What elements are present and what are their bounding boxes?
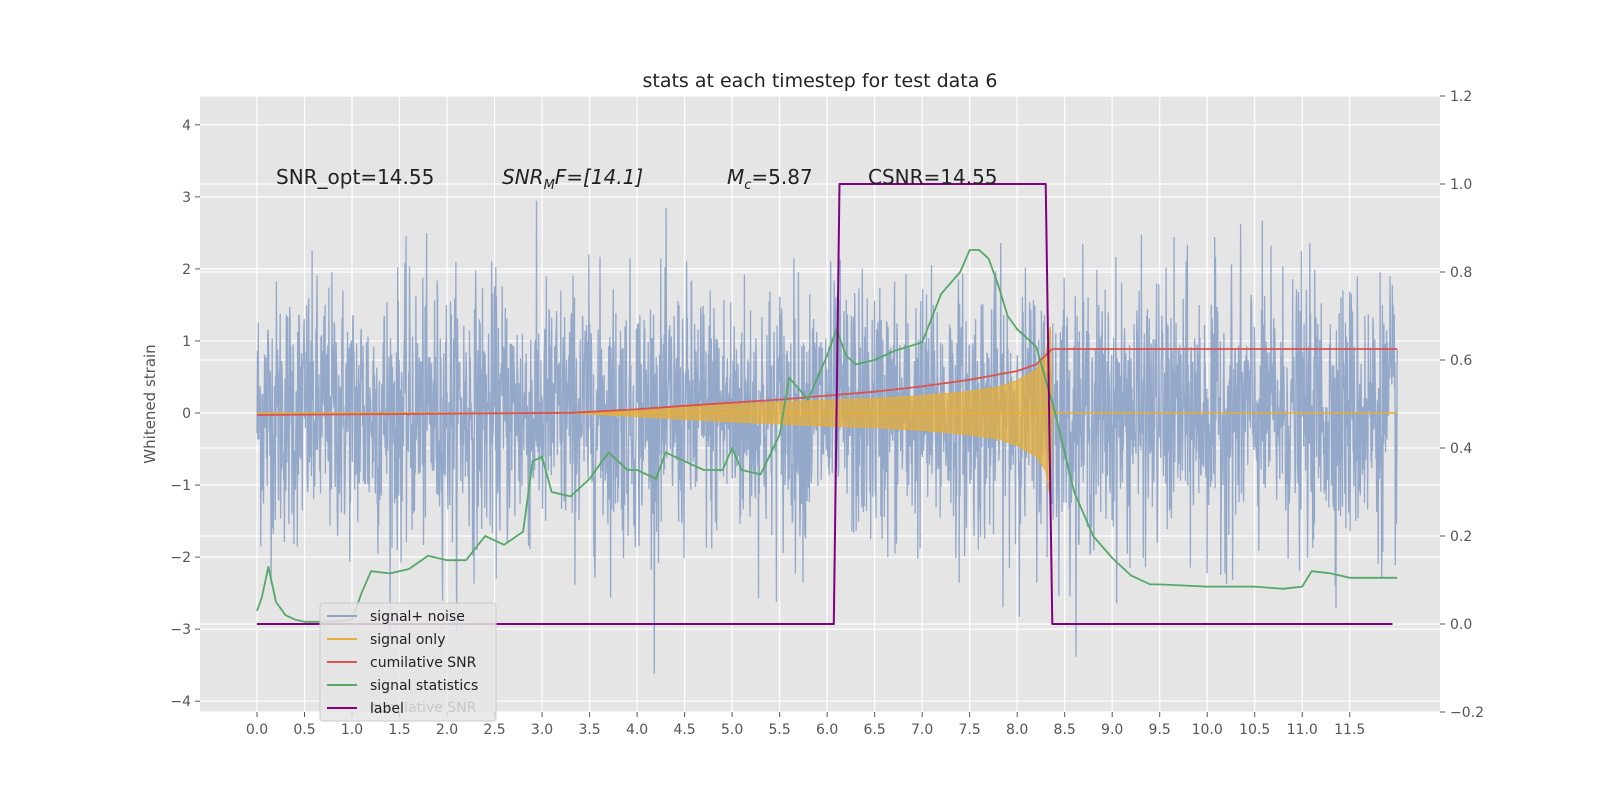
y2-tick-label: 0.8 [1450,265,1472,281]
y2-tick-label: −0.2 [1450,705,1484,721]
x-tick-label: 3.0 [531,722,553,738]
legend-box [319,602,497,722]
annotation-snr-mf: SNRMF=[14.1] [502,165,643,193]
y2-tick-label: 0.2 [1450,529,1472,545]
legend-ghost-label: cumilative SNR [370,700,477,716]
x-tick-label: 4.0 [626,722,648,738]
x-tick-label: 3.5 [578,722,600,738]
snr-mf-main: SNR [502,165,544,189]
series-signal-statistics [256,249,1398,623]
x-tick-label: 6.5 [864,722,886,738]
axes: 0.0 0.5 1.0 1.5 2.0 2.5 3.0 3.5 4.0 4.5 5.0 5.5 6.0 6… [170,89,1484,738]
snr-mf-subscript: M [544,178,555,193]
x-tick-label: 8.0 [1006,722,1028,738]
annotation-csnr: CSNR=14.55 [868,165,998,189]
y-axis-label: Whitened strain [141,344,159,463]
x-tick-label: 1.0 [341,722,363,738]
x-tick-label: 7.5 [959,722,981,738]
legend-label-signal-only: signal only [370,632,445,648]
y-tick-label: 1 [182,334,191,350]
y-tick-label: −4 [170,694,191,710]
y-tick-label: −2 [170,550,191,566]
mc-rest: =5.87 [751,165,812,189]
series-cumulative-snr [256,348,1398,416]
chart-marks [256,183,1398,674]
x-tick-label: 8.5 [1054,722,1076,738]
x-tick-label: 5.0 [721,722,743,738]
x-tick-label: 9.5 [1149,722,1171,738]
x-tick-label: 9.0 [1101,722,1123,738]
x-tick-label: 7.0 [911,722,933,738]
x-tick-label: 0.5 [293,722,315,738]
legend: cumilative SNR signal+ noise signal only… [319,602,497,722]
series-signal-noise [256,200,1398,674]
annotation-snr-opt: SNR_opt=14.55 [276,165,434,189]
x-tick-label: 6.0 [816,722,838,738]
y-tick-label: −1 [170,478,191,494]
y-tick-label: 0 [182,406,191,422]
x-tick-label: 10.0 [1192,722,1223,738]
y-tick-label: 2 [182,262,191,278]
y-tick-label: 3 [182,190,191,206]
legend-label-label: label [370,701,404,717]
y-tick-label: −3 [170,622,191,638]
y2-tick-label: 0.4 [1450,441,1472,457]
legend-label-cumulative-snr: cumilative SNR [370,655,477,671]
x-tick-label: 11.0 [1287,722,1318,738]
y2-tick-label: 1.2 [1450,89,1472,105]
y2-tick-label: 1.0 [1450,177,1472,193]
legend-label-signal-noise: signal+ noise [370,609,465,625]
x-tick-label: 4.5 [673,722,695,738]
x-tick-label: 11.5 [1334,722,1365,738]
y2-tick-label: 0.6 [1450,353,1472,369]
x-tick-label: 1.5 [388,722,410,738]
mc-subscript: c [744,178,751,193]
snr-mf-rest: F=[14.1] [555,165,643,189]
x-tick-label: 2.5 [483,722,505,738]
legend-label-signal-statistics: signal statistics [370,678,478,694]
chart-title: stats at each timestep for test data 6 [642,70,997,92]
series-label [257,183,1393,625]
y-tick-label: 4 [182,118,191,134]
annotation-chirp-mass: Mc=5.87 [727,165,813,193]
x-tick-label: 10.5 [1239,722,1270,738]
x-tick-label: 5.5 [768,722,790,738]
y2-tick-label: 0.0 [1450,617,1472,633]
x-tick-label: 0.0 [246,722,268,738]
mc-main: M [727,165,744,189]
x-tick-label: 2.0 [436,722,458,738]
